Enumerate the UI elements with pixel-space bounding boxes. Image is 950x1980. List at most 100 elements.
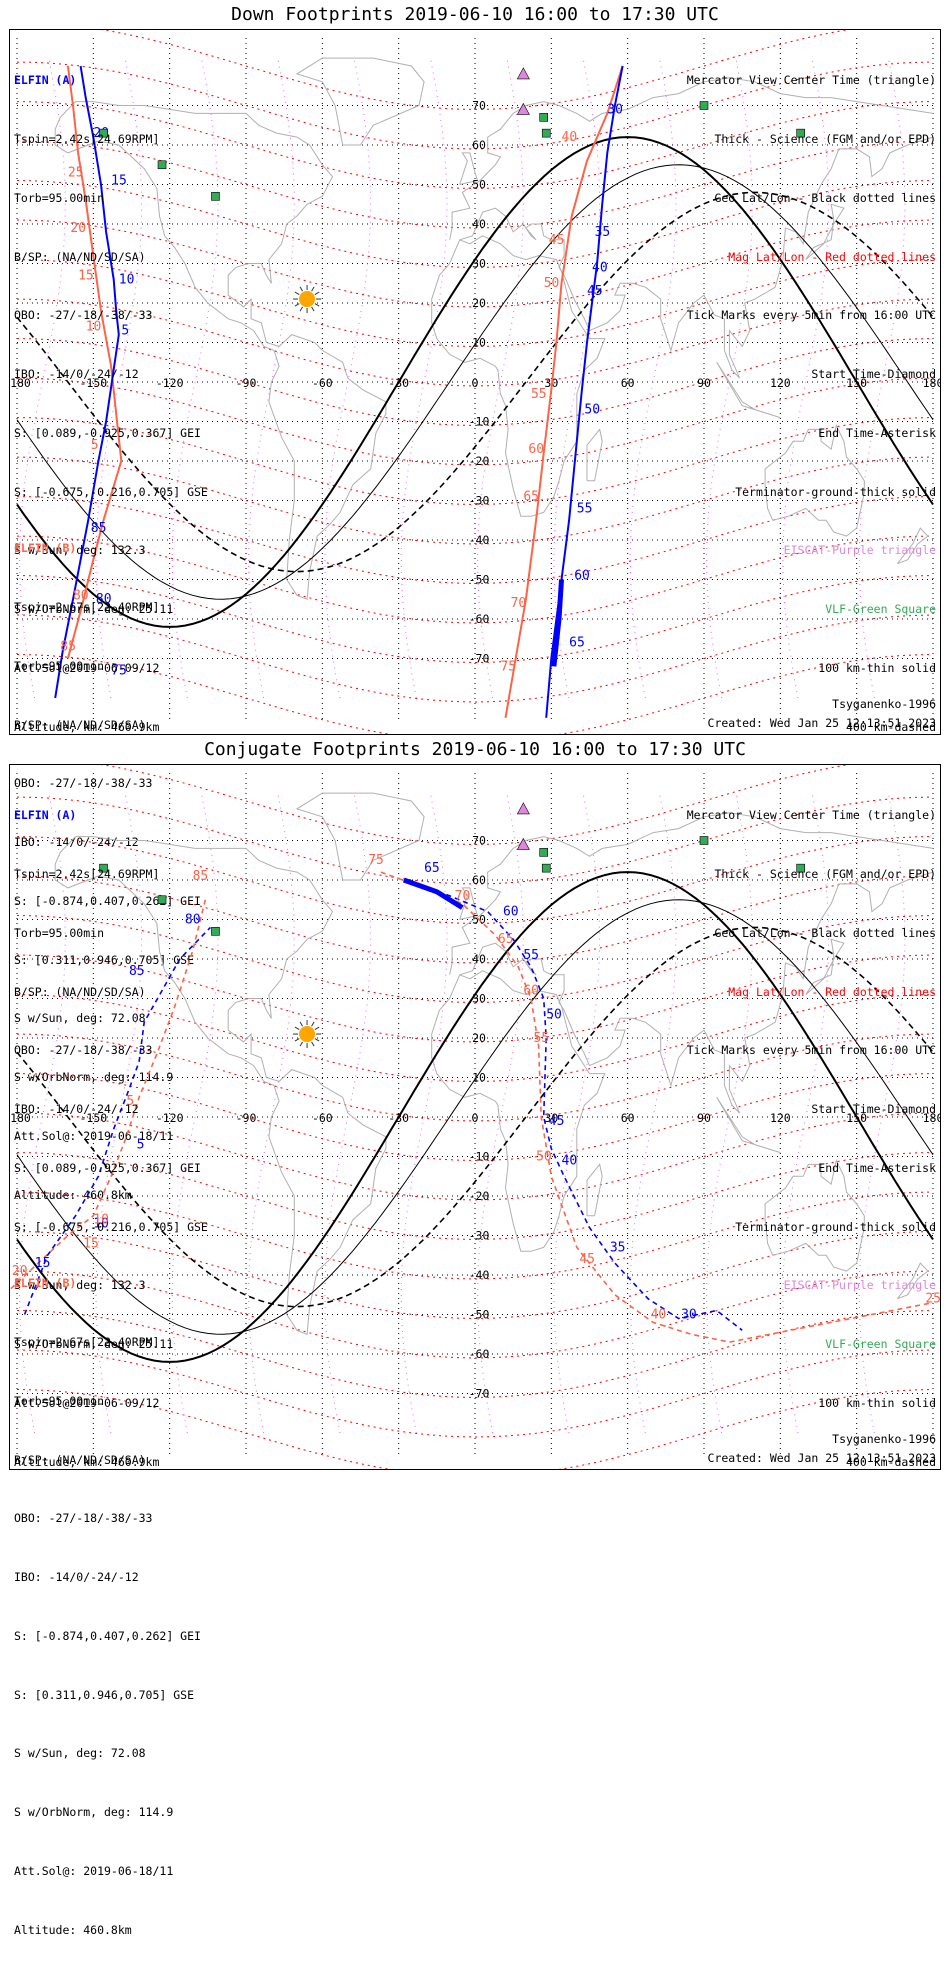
mag-latitude-line bbox=[16, 417, 934, 505]
vlf-square-icon bbox=[796, 128, 805, 138]
elfin-b-time-label: 65 bbox=[498, 932, 514, 947]
mag-latitude-line bbox=[16, 614, 934, 703]
eiscat-triangle-icon bbox=[516, 67, 530, 80]
terminator-100km-line bbox=[16, 164, 934, 600]
elfin-a-time-label: 65 bbox=[424, 861, 440, 876]
model-label: Tsyganenko-1996 bbox=[832, 1432, 936, 1446]
elfin-b-time-label: 45 bbox=[549, 233, 565, 248]
info-line: S: [-0.675,-0.216,0.705] GSE bbox=[14, 484, 208, 499]
info-line: S: [0.311,0.946,0.705] GSE bbox=[14, 1687, 195, 1702]
info-line: B/SP: (NA/ND/SD/SA) bbox=[14, 249, 146, 264]
lat-tick-label: -70 bbox=[469, 652, 490, 666]
elfin-b-time-label: 5 bbox=[126, 1094, 134, 1109]
legend-line: Geo Lat/Lon - Black dotted lines bbox=[714, 925, 936, 940]
map-panel-conjugate: -180-150-120-90-60-300306090120150180706… bbox=[9, 764, 941, 1937]
info-line: OBO: -27/-18/-38/-33 bbox=[14, 1043, 153, 1058]
elfin-b-time-label: 50 bbox=[536, 1149, 552, 1164]
terminator-100km-line bbox=[16, 899, 934, 1335]
sun-ray bbox=[299, 286, 303, 292]
info-line: S: [0.089,-0.925,0.367] GEI bbox=[14, 1160, 201, 1175]
lon-tick-label: 60 bbox=[621, 1111, 635, 1125]
coastline bbox=[897, 527, 929, 565]
model-label: Tsyganenko-1996 bbox=[832, 697, 936, 711]
legend-line: Start Time-Diamond bbox=[811, 1102, 936, 1117]
info-line: S: [0.311,0.946,0.705] GSE bbox=[14, 952, 195, 967]
elfin-a-time-label: 5 bbox=[137, 1138, 145, 1153]
sun-ray bbox=[311, 1041, 315, 1047]
info-line: Torb=95.00min bbox=[14, 925, 105, 940]
map-panel-down: -180-150-120-90-60-300306090120150180706… bbox=[9, 29, 941, 1202]
mag-latitude-line bbox=[16, 836, 934, 924]
mag-longitude-line bbox=[629, 793, 677, 1434]
info-elfin-a-down: ELFIN (A) Tspin=2.42s[24.69RPM] Torb=95.… bbox=[14, 32, 208, 777]
mag-latitude-line bbox=[100, 30, 850, 110]
mag-latitude-line bbox=[16, 377, 934, 466]
legend-line: End Time-Asterisk bbox=[818, 1160, 936, 1175]
lat-tick-label: 20 bbox=[472, 1031, 486, 1045]
terminator-400km-line bbox=[16, 191, 934, 573]
lat-tick-label: -20 bbox=[469, 454, 490, 468]
coastline bbox=[431, 970, 606, 1252]
lat-tick-label: -10 bbox=[469, 415, 490, 429]
elfin-a-time-label: 45 bbox=[587, 284, 603, 299]
elfin-b-time-label: 85 bbox=[60, 640, 76, 655]
eiscat-triangle-icon bbox=[516, 102, 530, 115]
lat-tick-label: 10 bbox=[472, 1071, 486, 1085]
elfin-b-track bbox=[380, 871, 934, 1343]
lat-tick-label: 50 bbox=[472, 178, 486, 192]
lon-tick-label: -60 bbox=[312, 1111, 333, 1125]
elfin-b-time-label: 55 bbox=[531, 387, 547, 402]
sun-ray bbox=[294, 1038, 300, 1042]
elfin-b-time-label: 65 bbox=[523, 490, 539, 505]
vlf-square-icon bbox=[541, 128, 551, 138]
info-line: Altitude, km: 460.9km bbox=[14, 719, 160, 734]
mag-longitude-line bbox=[629, 58, 677, 699]
legend-line: Terminator-ground-thick solid bbox=[735, 1219, 936, 1234]
elfin-a-track bbox=[403, 879, 743, 1331]
elfin-b-label: ELFIN (B) bbox=[14, 1276, 77, 1291]
lat-tick-label: -30 bbox=[469, 1229, 490, 1243]
info-line: Torb=95.00min bbox=[14, 658, 105, 673]
lat-tick-label: -50 bbox=[469, 573, 490, 587]
vlf-square-icon bbox=[796, 863, 805, 873]
info-line: IBO: -14/0/-24/-12 bbox=[14, 1570, 139, 1585]
coastline bbox=[586, 428, 603, 482]
lon-tick-label: 90 bbox=[697, 376, 711, 390]
mag-latitude-line bbox=[16, 875, 934, 964]
mag-latitude-line bbox=[100, 765, 850, 845]
coastline bbox=[449, 77, 934, 240]
mag-latitude-line bbox=[16, 796, 934, 885]
coastline bbox=[54, 836, 387, 1336]
legend-line: 100 km-thin solid bbox=[818, 661, 936, 675]
lat-tick-label: -30 bbox=[469, 494, 490, 508]
mag-latitude-line bbox=[16, 101, 934, 189]
lon-tick-label: -120 bbox=[156, 1111, 184, 1125]
info-line: B/SP: (NA/ND/SD/SA) bbox=[14, 717, 146, 732]
info-line: B/SP: (NA/ND/SD/SA) bbox=[14, 1452, 146, 1467]
elfin-b-track bbox=[504, 65, 624, 718]
terminator-line bbox=[16, 871, 934, 1363]
info-line: Tspin=2.67s[22.40RPM] bbox=[14, 599, 160, 614]
mag-latitude-line bbox=[16, 140, 934, 229]
sun-ray bbox=[294, 303, 300, 307]
elfin-b-time-label: 40 bbox=[651, 1307, 667, 1322]
mag-latitude-line bbox=[16, 1389, 934, 1469]
elfin-b-time-label: 40 bbox=[562, 130, 578, 145]
lat-tick-label: -10 bbox=[469, 1150, 490, 1164]
coastline bbox=[54, 101, 387, 601]
elfin-a-time-label: 35 bbox=[595, 225, 611, 240]
elfin-a-time-label: 80 bbox=[96, 592, 112, 607]
elfin-a-science-segment bbox=[402, 877, 464, 910]
lon-tick-label: 180 bbox=[923, 376, 940, 390]
mag-latitude-line bbox=[16, 1033, 934, 1122]
legend-line: 400 km-dashed bbox=[845, 719, 936, 734]
elfin-b-time-label: 10 bbox=[93, 1213, 109, 1228]
lat-tick-label: -70 bbox=[469, 1387, 490, 1401]
coastline bbox=[716, 1097, 781, 1154]
lat-tick-label: -40 bbox=[469, 1268, 490, 1282]
vlf-square-icon bbox=[699, 101, 709, 110]
legend-down: Mercator View Center Time (triangle) Thi… bbox=[687, 32, 936, 777]
vlf-square-icon bbox=[157, 160, 167, 170]
vlf-square-icon bbox=[211, 927, 220, 936]
elfin-a-time-label: 35 bbox=[610, 1240, 626, 1255]
